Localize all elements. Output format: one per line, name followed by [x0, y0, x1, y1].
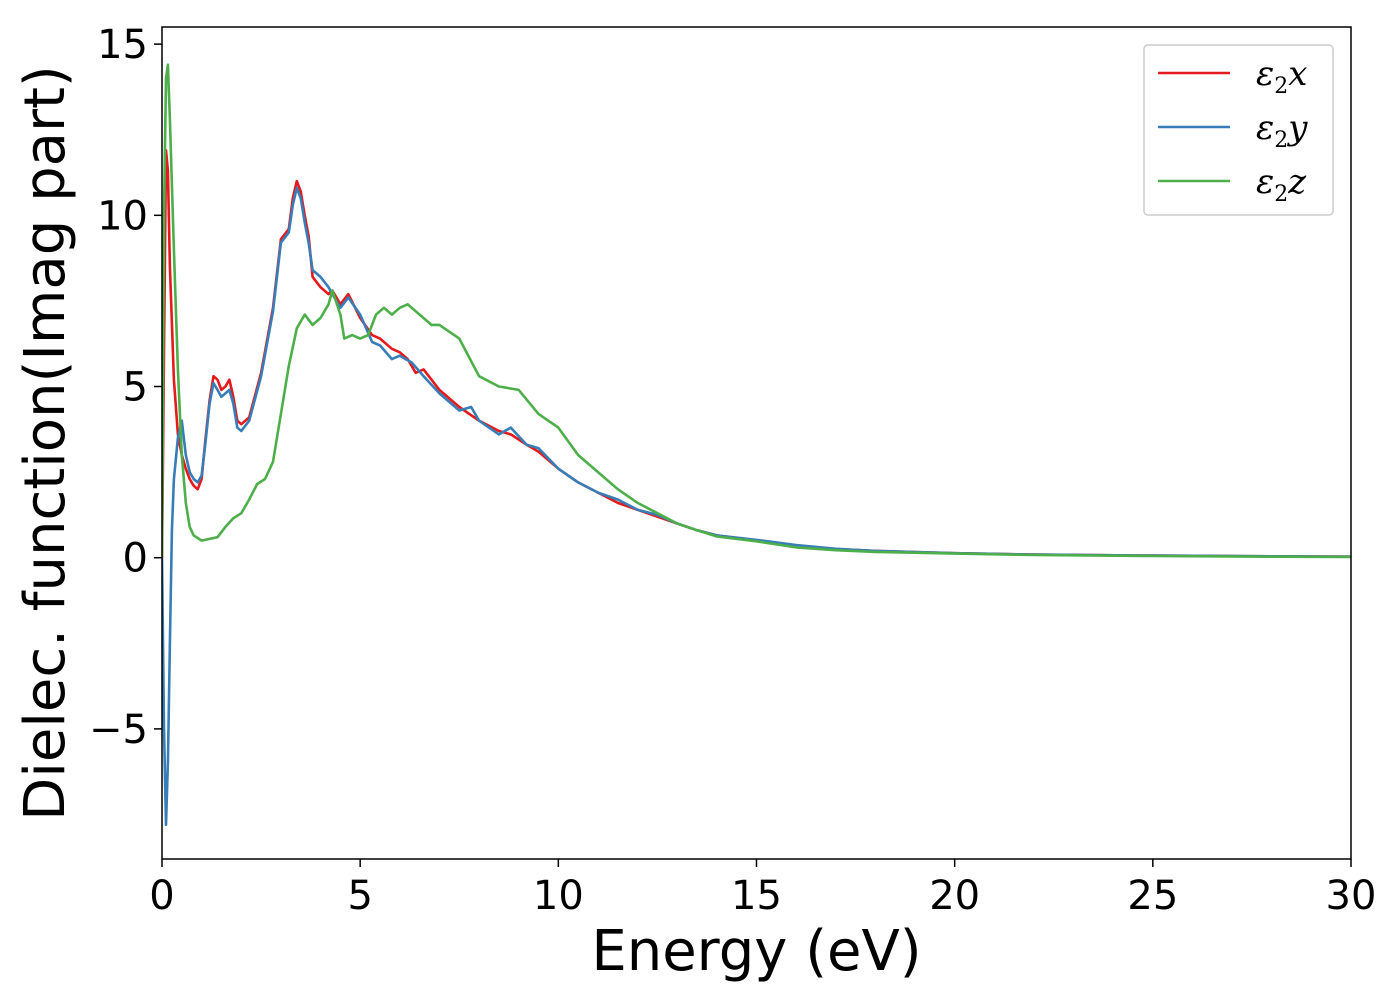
- x-tick-label: 10: [533, 873, 584, 919]
- y-tick-label: 15: [97, 22, 148, 68]
- y-axis-ticks: −5 0 5 10 15: [89, 22, 162, 753]
- x-tick-label: 20: [929, 873, 980, 919]
- legend-box: [1143, 44, 1334, 216]
- legend-label-x: ε2x: [1256, 54, 1307, 99]
- x-axis-title: Energy (eV): [591, 919, 921, 984]
- x-tick-label: 5: [347, 873, 372, 919]
- x-tick-label: 0: [149, 873, 174, 919]
- series-lines: [162, 63, 1351, 827]
- x-tick-label: 15: [731, 873, 782, 919]
- series-line-y: [162, 186, 1351, 827]
- legend: ε2x ε2y ε2z: [1143, 44, 1334, 216]
- legend-label-z: ε2z: [1256, 162, 1307, 207]
- x-tick-label: 25: [1127, 873, 1178, 919]
- y-axis-title: Dielec. function(Imag part): [13, 65, 78, 821]
- y-tick-label: 10: [97, 193, 148, 239]
- x-axis-ticks: 0 5 10 15 20 25 30: [149, 859, 1376, 919]
- y-tick-label: −5: [89, 707, 148, 753]
- x-tick-label: 30: [1326, 873, 1377, 919]
- legend-label-y: ε2y: [1256, 108, 1308, 153]
- y-tick-label: 0: [123, 536, 148, 582]
- y-tick-label: 5: [123, 365, 148, 411]
- series-line-z: [162, 63, 1351, 559]
